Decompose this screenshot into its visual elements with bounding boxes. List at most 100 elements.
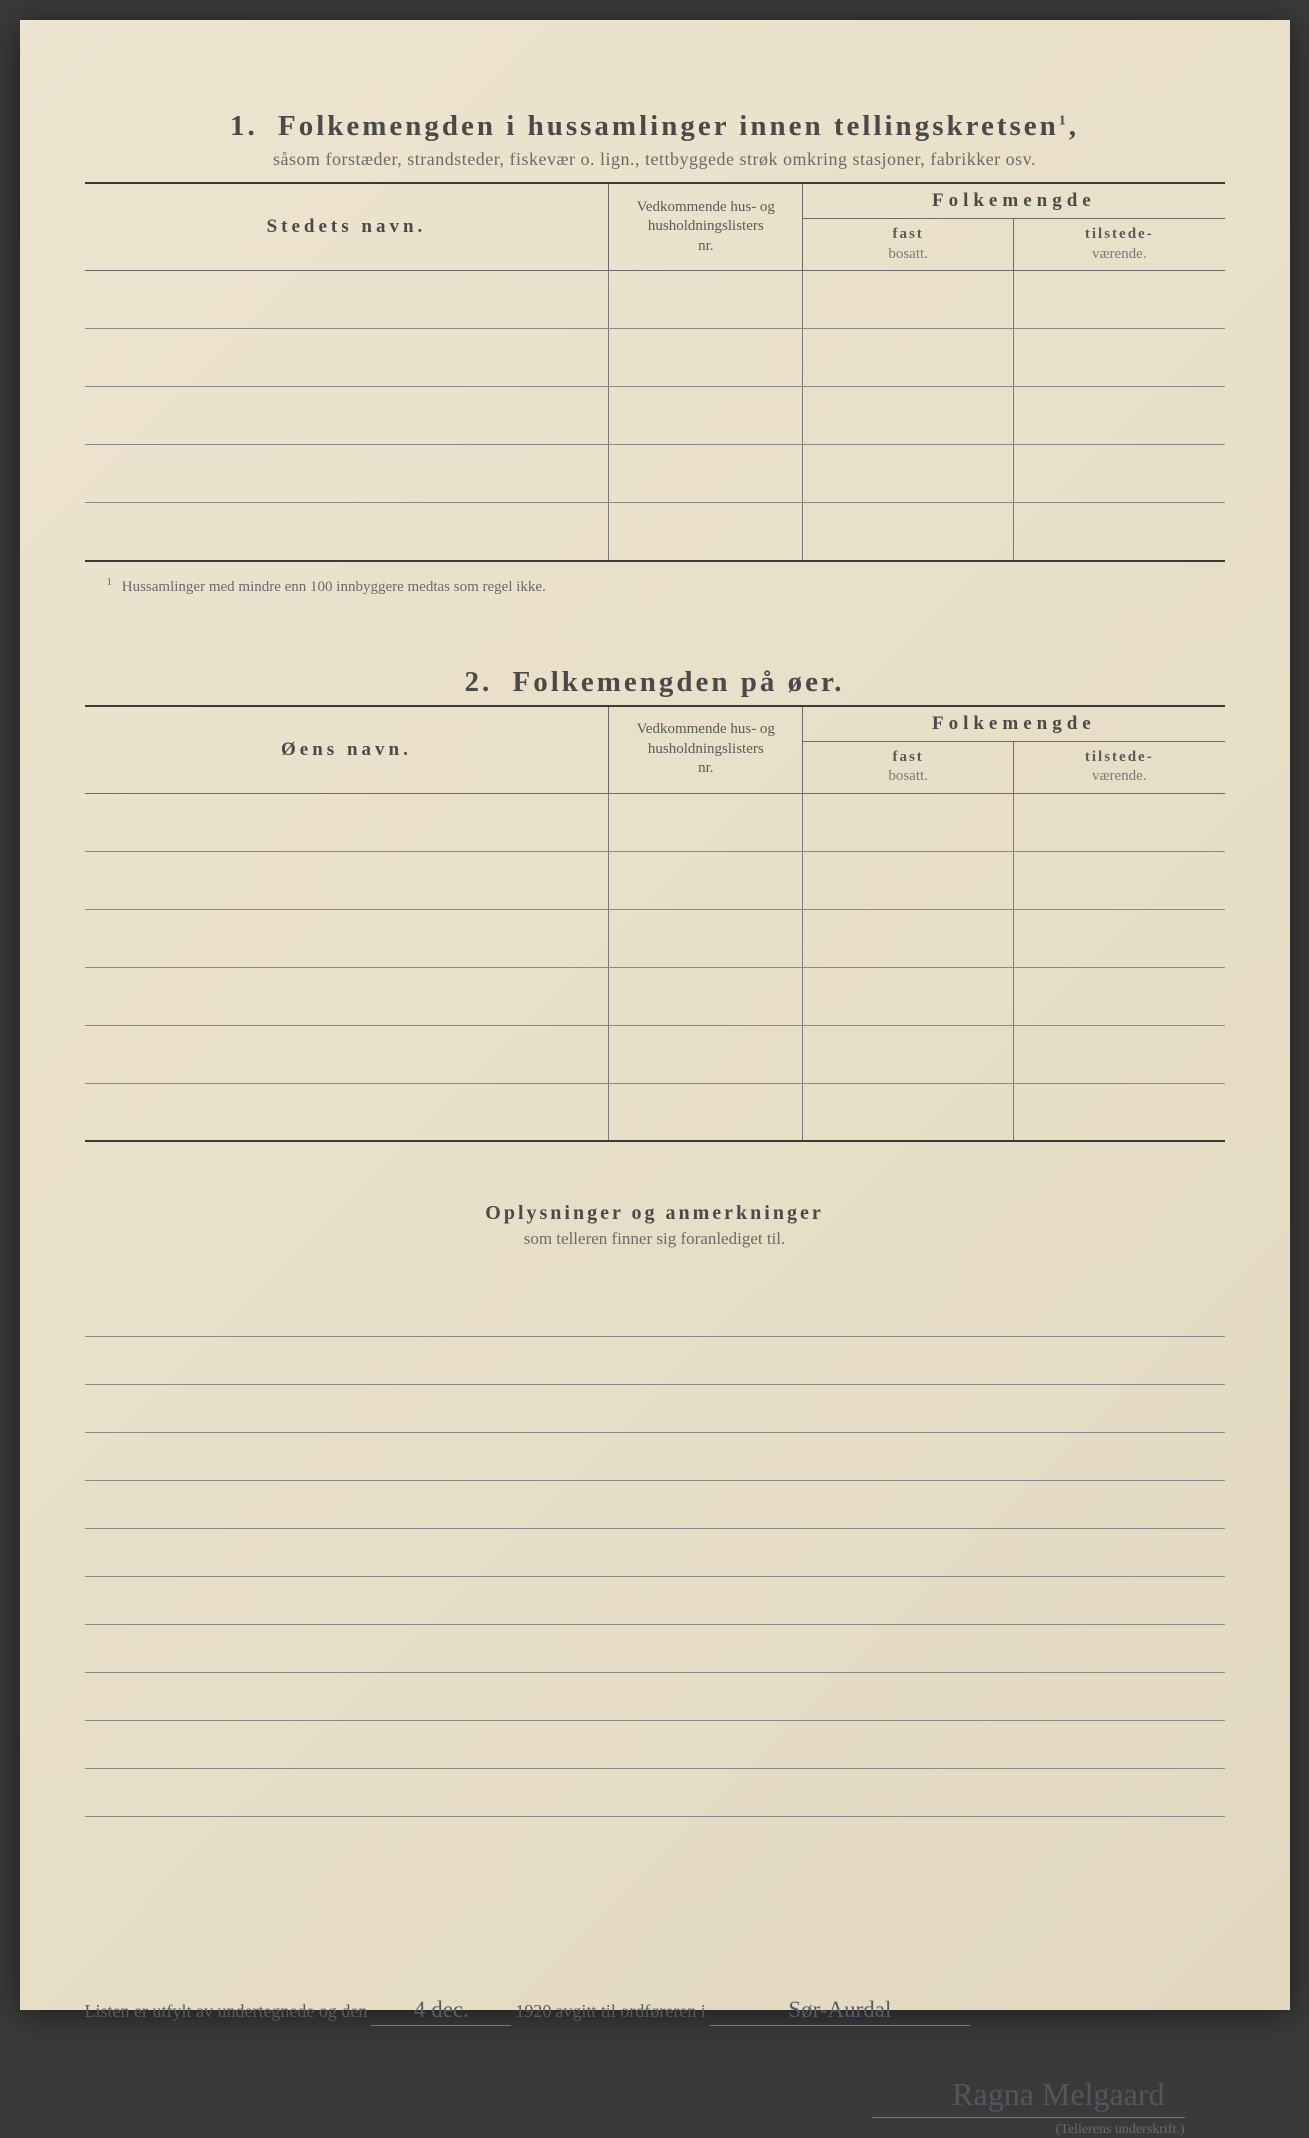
table-cell[interactable] (609, 851, 803, 909)
th-nr-l2: husholdningslisters (648, 218, 764, 234)
table-cell[interactable] (1014, 967, 1225, 1025)
section-2: 2. Folkemengden på øer. Øens navn. Vedko… (85, 666, 1225, 1143)
ruled-line[interactable] (85, 1529, 1225, 1577)
signature-field[interactable]: Ragna Melgaard (872, 2076, 1184, 2118)
table-cell[interactable] (609, 329, 803, 387)
table-cell[interactable] (803, 271, 1014, 329)
table-cell[interactable] (609, 967, 803, 1025)
table-cell[interactable] (609, 503, 803, 561)
table-cell[interactable] (1014, 329, 1225, 387)
ruled-line[interactable] (85, 1385, 1225, 1433)
th2-nr-l3: nr. (698, 760, 713, 776)
section-1-footnote: 1 Hussamlinger med mindre enn 100 innbyg… (85, 576, 1225, 596)
section-2-number: 2. (464, 666, 492, 698)
table-row (85, 445, 1225, 503)
ruled-line[interactable] (85, 1673, 1225, 1721)
table-row (85, 909, 1225, 967)
table-cell[interactable] (85, 329, 609, 387)
section-3-subtitle: som telleren finner sig foranlediget til… (85, 1229, 1225, 1249)
th2-tilstede: tilstede- værende. (1014, 741, 1225, 793)
th-oens-navn: Øens navn. (85, 706, 609, 794)
footnote-text: Hussamlinger med mindre enn 100 innbygge… (122, 579, 546, 595)
table-cell[interactable] (803, 503, 1014, 561)
th-tilstede: tilstede- værende. (1014, 219, 1225, 271)
signoff-line: Listen er utfylt av undertegnede og den … (85, 1997, 1225, 2026)
table-cell[interactable] (1014, 503, 1225, 561)
section-1-subtitle: såsom forstæder, strandsteder, fiskevær … (85, 149, 1225, 170)
table-cell[interactable] (1014, 445, 1225, 503)
table-cell[interactable] (609, 387, 803, 445)
table-cell[interactable] (803, 793, 1014, 851)
table-cell[interactable] (85, 445, 609, 503)
th2-folkemengde: Folkemengde (803, 706, 1225, 742)
table-cell[interactable] (609, 1025, 803, 1083)
table-cell[interactable] (803, 967, 1014, 1025)
th-nr-l1: Vedkommende hus- og (637, 199, 775, 215)
signoff-place-field[interactable]: Sør-Aurdal (710, 1997, 970, 2026)
section-1-title: 1. Folkemengden i hussamlinger innen tel… (85, 110, 1225, 143)
signature-caption: (Tellerens underskrift.) (85, 2122, 1185, 2138)
table-cell[interactable] (85, 503, 609, 561)
table-1: Stedets navn. Vedkommende hus- og hushol… (85, 182, 1225, 562)
remarks-lines (85, 1289, 1225, 1817)
th-fast-b: fast (892, 226, 923, 242)
table-cell[interactable] (85, 909, 609, 967)
table-row (85, 967, 1225, 1025)
th2-til-b: tilstede- (1085, 749, 1154, 765)
table-cell[interactable] (1014, 1083, 1225, 1141)
table-1-body (85, 271, 1225, 561)
table-cell[interactable] (85, 1025, 609, 1083)
section-2-title: 2. Folkemengden på øer. (85, 666, 1225, 699)
th2-nr-l1: Vedkommende hus- og (637, 721, 775, 737)
table-cell[interactable] (85, 967, 609, 1025)
table-cell[interactable] (1014, 387, 1225, 445)
th-fast-bosatt: fast bosatt. (803, 219, 1014, 271)
th-stedets-navn: Stedets navn. (85, 183, 609, 271)
ruled-line[interactable] (85, 1577, 1225, 1625)
th2-fast-b: fast (892, 749, 923, 765)
table-cell[interactable] (85, 851, 609, 909)
signoff-date-field[interactable]: 4 dec. (371, 1997, 511, 2026)
table-row (85, 851, 1225, 909)
table-cell[interactable] (609, 445, 803, 503)
table-cell[interactable] (609, 793, 803, 851)
th2-fast-bosatt: fast bosatt. (803, 741, 1014, 793)
table-cell[interactable] (85, 1083, 609, 1141)
th2-fast-l: bosatt. (888, 768, 928, 784)
table-cell[interactable] (85, 387, 609, 445)
table-cell[interactable] (1014, 851, 1225, 909)
table-cell[interactable] (85, 793, 609, 851)
table-cell[interactable] (609, 1083, 803, 1141)
section-1: 1. Folkemengden i hussamlinger innen tel… (85, 110, 1225, 596)
table-cell[interactable] (803, 909, 1014, 967)
table-row (85, 271, 1225, 329)
table-cell[interactable] (1014, 793, 1225, 851)
table-cell[interactable] (803, 329, 1014, 387)
ruled-line[interactable] (85, 1625, 1225, 1673)
ruled-line[interactable] (85, 1481, 1225, 1529)
table-cell[interactable] (1014, 909, 1225, 967)
section-1-title-sup: 1 (1059, 113, 1069, 128)
signoff-mid: avgitt til ordføreren i (555, 2001, 705, 2022)
table-cell[interactable] (85, 271, 609, 329)
census-form-page: 1. Folkemengden i hussamlinger innen tel… (20, 20, 1290, 2010)
table-row (85, 1083, 1225, 1141)
th-til-b: tilstede- (1085, 226, 1154, 242)
table-cell[interactable] (803, 445, 1014, 503)
table-cell[interactable] (803, 1083, 1014, 1141)
ruled-line[interactable] (85, 1433, 1225, 1481)
table-cell[interactable] (1014, 1025, 1225, 1083)
signoff-pre: Listen er utfylt av undertegnede og den (85, 2001, 368, 2022)
ruled-line[interactable] (85, 1721, 1225, 1769)
ruled-line[interactable] (85, 1769, 1225, 1817)
table-cell[interactable] (1014, 271, 1225, 329)
table-cell[interactable] (609, 271, 803, 329)
table-cell[interactable] (803, 851, 1014, 909)
table-cell[interactable] (609, 909, 803, 967)
table-row (85, 329, 1225, 387)
table-cell[interactable] (803, 1025, 1014, 1083)
table-cell[interactable] (803, 387, 1014, 445)
table-row (85, 1025, 1225, 1083)
ruled-line[interactable] (85, 1337, 1225, 1385)
ruled-line[interactable] (85, 1289, 1225, 1337)
